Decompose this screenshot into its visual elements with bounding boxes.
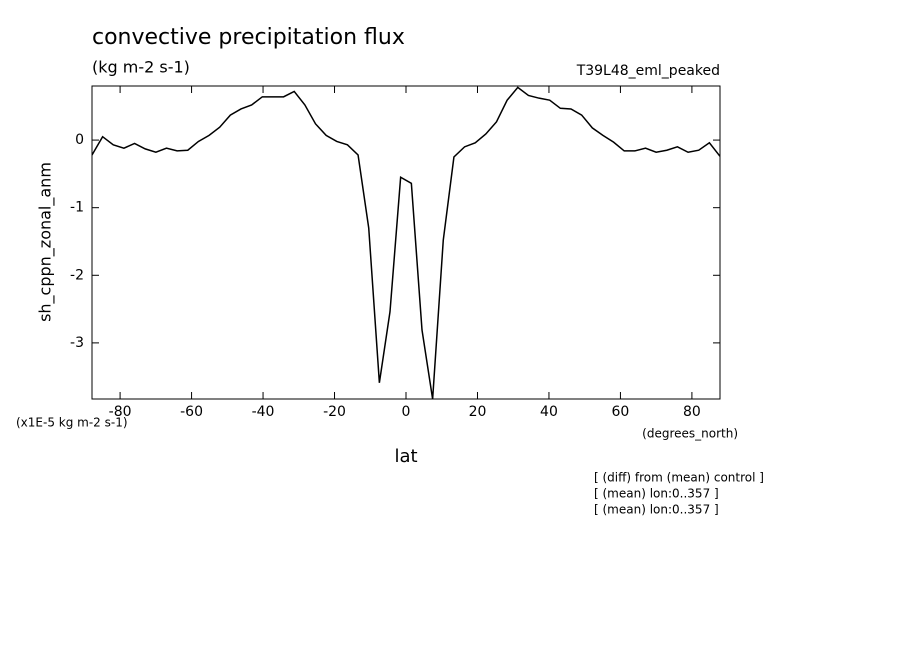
data-line bbox=[92, 86, 720, 399]
chart-title: convective precipitation flux bbox=[92, 25, 405, 50]
x-tick-label: 40 bbox=[540, 404, 558, 420]
x-axis-units: (degrees_north) bbox=[642, 427, 738, 441]
x-tick-label: 60 bbox=[612, 404, 630, 420]
y-tick-label: -2 bbox=[70, 267, 84, 283]
x-tick-label: -60 bbox=[180, 404, 203, 420]
chart-subtitle: (kg m-2 s-1) bbox=[92, 58, 190, 77]
x-axis-label: lat bbox=[394, 446, 417, 467]
plot-frame bbox=[91, 85, 721, 400]
x-tick-label: 80 bbox=[683, 404, 701, 420]
x-tick-label: 20 bbox=[469, 404, 487, 420]
y-axis-label: sh_cppn_zonal_anm bbox=[36, 162, 56, 322]
x-tick-label: -40 bbox=[252, 404, 275, 420]
y-tick-label: 0 bbox=[75, 132, 84, 148]
note: [ (mean) lon:0..357 ] bbox=[594, 503, 719, 517]
y-axis-units: (x1E-5 kg m-2 s-1) bbox=[16, 416, 128, 430]
note: [ (diff) from (mean) control ] bbox=[594, 471, 764, 485]
x-tick-label: 0 bbox=[402, 404, 411, 420]
y-tick-label: -3 bbox=[70, 335, 84, 351]
x-tick-label: -20 bbox=[323, 404, 346, 420]
y-tick-label: -1 bbox=[70, 200, 84, 216]
line-group bbox=[92, 86, 720, 399]
run-label: T39L48_eml_peaked bbox=[576, 63, 720, 79]
x-tick-label: -80 bbox=[109, 404, 132, 420]
note: [ (mean) lon:0..357 ] bbox=[594, 487, 719, 501]
